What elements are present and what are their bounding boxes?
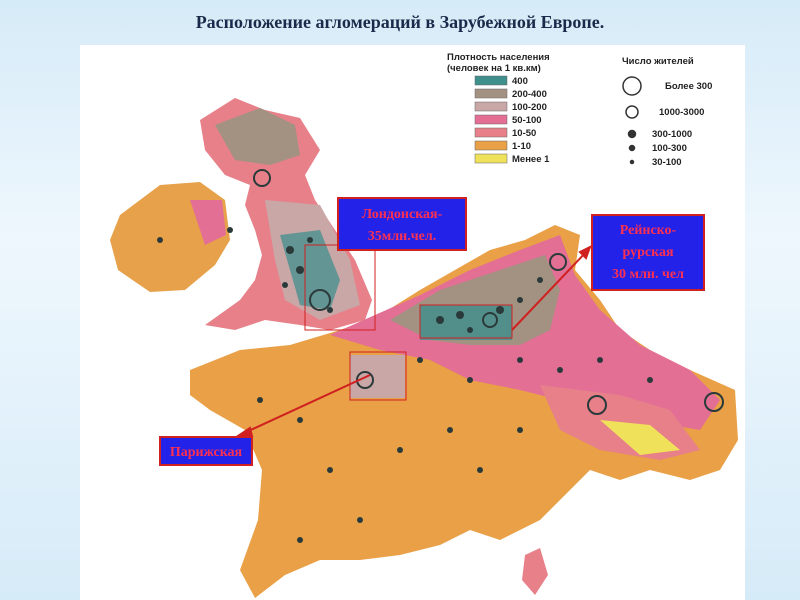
legend-label: 10-50 <box>512 128 536 139</box>
legend-swatch <box>474 75 508 86</box>
city <box>517 297 523 303</box>
legend-symbol <box>628 144 636 152</box>
city <box>467 327 473 333</box>
city <box>704 392 724 412</box>
city <box>297 417 303 423</box>
city <box>307 237 313 243</box>
city <box>286 246 294 254</box>
city <box>549 253 567 271</box>
cities <box>157 169 724 543</box>
title: Расположение агломераций в Зарубежной Ев… <box>195 12 605 32</box>
city <box>477 467 483 473</box>
city <box>517 427 523 433</box>
legend-swatch <box>474 153 508 164</box>
city <box>436 316 444 324</box>
city <box>537 277 543 283</box>
callout-box <box>337 197 467 251</box>
city <box>327 307 333 313</box>
city <box>587 395 607 415</box>
callout-text: 35млн.чел. <box>368 229 436 244</box>
city <box>597 357 603 363</box>
city <box>456 311 464 319</box>
legend-label: 100-300 <box>652 143 687 154</box>
legend-label: 200-400 <box>512 89 547 100</box>
city <box>467 377 473 383</box>
city <box>517 357 523 363</box>
legend-swatch <box>474 88 508 99</box>
city <box>227 227 233 233</box>
city <box>447 427 453 433</box>
legend-label: 1-10 <box>512 141 531 152</box>
legend-swatch <box>474 114 508 125</box>
legend-symbol <box>629 159 635 165</box>
city <box>327 467 333 473</box>
legend-label: 50-100 <box>512 115 542 126</box>
city <box>357 517 363 523</box>
callout-text: рурская <box>622 245 673 260</box>
legend: Плотность населения (человек на 1 кв.км)… <box>447 52 712 168</box>
legend-title: Плотность населения <box>447 52 550 63</box>
callout-text: 30 млн. чел <box>612 267 684 282</box>
city <box>482 312 498 328</box>
legend-symbol <box>627 129 637 139</box>
city <box>417 357 423 363</box>
legend-label: Более 300 <box>665 81 712 92</box>
legend-label: 100-200 <box>512 102 547 113</box>
city <box>297 537 303 543</box>
land <box>110 98 738 598</box>
callout-text: Лондонская- <box>362 207 443 222</box>
city <box>257 397 263 403</box>
legend-symbol <box>625 105 639 119</box>
legend-swatch <box>474 140 508 151</box>
legend-label: 30-100 <box>652 157 682 168</box>
ruhr-area <box>419 304 513 339</box>
city <box>496 306 504 314</box>
paris-area <box>349 351 407 401</box>
city <box>157 237 163 243</box>
legend-label: 300-1000 <box>652 129 692 140</box>
callout-box <box>159 436 253 466</box>
legend-swatch <box>474 127 508 138</box>
callout-text: Парижская <box>170 445 243 460</box>
city <box>557 367 563 373</box>
city <box>309 289 331 311</box>
legend-label: Менее 1 <box>512 154 550 165</box>
city <box>397 447 403 453</box>
city <box>282 282 288 288</box>
legend-symbol <box>622 76 642 96</box>
city <box>253 169 271 187</box>
legend-label: 1000-3000 <box>659 107 704 118</box>
callout-box <box>591 214 705 291</box>
callout-text: Рейнско- <box>620 223 677 238</box>
legend-title: Число жителей <box>622 56 694 67</box>
legend-title: (человек на 1 кв.км) <box>447 63 541 74</box>
city <box>296 266 304 274</box>
legend-swatch <box>474 101 508 112</box>
legend-label: 400 <box>512 76 528 87</box>
city <box>647 377 653 383</box>
